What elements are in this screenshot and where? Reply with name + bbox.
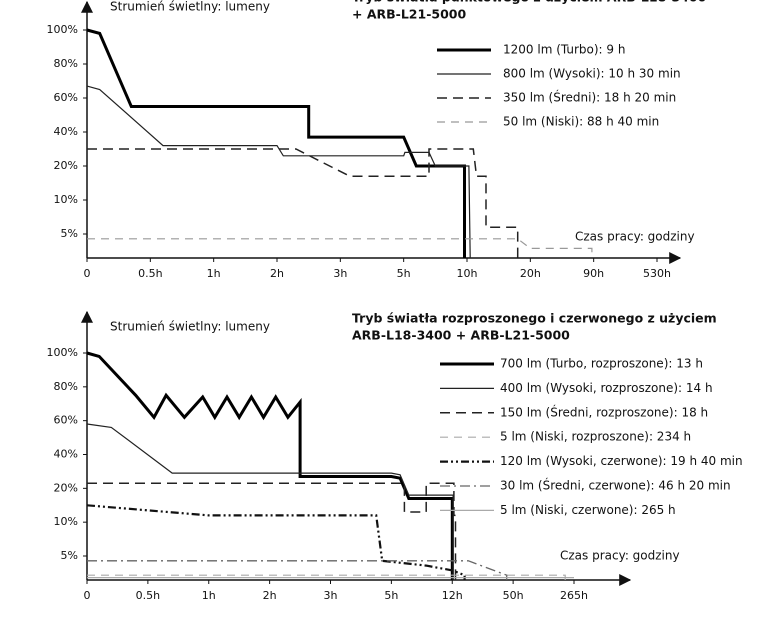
legend-label: 5 lm (Niski, rozproszone): 234 h	[500, 430, 691, 444]
x-tick-label: 5h	[397, 267, 411, 280]
legend-label: 5 lm (Niski, czerwone): 265 h	[500, 503, 676, 517]
x-tick-label: 530h	[643, 267, 671, 280]
y-tick-label: 80%	[54, 57, 78, 70]
series-line	[86, 85, 471, 259]
chart-title: ARB-L18-3400 + ARB-L21-5000	[352, 328, 570, 343]
y-tick-label: 20%	[54, 481, 78, 494]
x-tick-label: 2h	[270, 267, 284, 280]
x-tick-label: 50h	[503, 589, 524, 602]
x-tick-label: 0	[84, 267, 91, 280]
x-tick-label: 265h	[560, 589, 588, 602]
y-tick-label: 100%	[47, 346, 78, 359]
legend-label: 400 lm (Wysoki, rozproszone): 14 h	[500, 381, 713, 395]
y-tick-label: 80%	[54, 380, 78, 393]
chart-title: Tryb światła rozproszonego i czerwonego …	[352, 311, 717, 326]
x-axis-label: Czas pracy: godziny	[575, 230, 695, 244]
series-line	[86, 423, 454, 580]
legend-label: 350 lm (Średni): 18 h 20 min	[503, 90, 676, 105]
y-tick-label: 5%	[61, 549, 78, 562]
legend-label: 120 lm (Wysoki, czerwone): 19 h 40 min	[500, 454, 743, 468]
x-tick-label: 10h	[457, 267, 478, 280]
legend-label: 700 lm (Turbo, rozproszone): 13 h	[500, 357, 703, 371]
series-line	[87, 574, 566, 580]
x-tick-label: 3h	[324, 589, 338, 602]
series-line	[86, 504, 466, 580]
legend-label: 30 lm (Średni, czerwone): 46 h 20 min	[500, 478, 731, 493]
y-axis-label: Strumień świetlny: lumeny	[110, 320, 270, 334]
x-axis-label: Czas pracy: godziny	[560, 549, 680, 563]
x-tick-label: 2h	[263, 589, 277, 602]
legend-label: 800 lm (Wysoki): 10 h 30 min	[503, 67, 681, 81]
legend-label: 50 lm (Niski): 88 h 40 min	[503, 115, 659, 129]
y-tick-label: 10%	[54, 515, 78, 528]
y-tick-label: 5%	[61, 227, 78, 240]
series-line	[86, 351, 454, 580]
x-tick-label: 5h	[384, 589, 398, 602]
x-tick-label: 12h	[442, 589, 463, 602]
x-tick-label: 3h	[333, 267, 347, 280]
y-tick-label: 60%	[54, 414, 78, 427]
x-tick-label: 0.5h	[138, 267, 162, 280]
y-tick-label: 60%	[54, 91, 78, 104]
y-tick-label: 40%	[54, 125, 78, 138]
y-axis-label: Strumień świetlny: lumeny	[110, 0, 270, 14]
x-tick-label: 1h	[207, 267, 221, 280]
y-tick-label: 20%	[54, 159, 78, 172]
y-tick-label: 100%	[47, 23, 78, 36]
chart-title: Tryb światła punktowego z użyciem ARB-L1…	[352, 0, 707, 5]
chart-title: + ARB-L21-5000	[352, 7, 466, 22]
series-line	[86, 28, 466, 258]
series-line	[87, 482, 457, 580]
series-line	[87, 148, 519, 258]
series-line	[87, 238, 593, 258]
x-tick-label: 1h	[202, 589, 216, 602]
y-tick-label: 10%	[54, 193, 78, 206]
legend-label: 1200 lm (Turbo): 9 h	[503, 43, 625, 57]
x-tick-label: 90h	[583, 267, 604, 280]
legend-label: 150 lm (Średni, rozproszone): 18 h	[500, 404, 708, 419]
x-tick-label: 20h	[520, 267, 541, 280]
x-tick-label: 0.5h	[136, 589, 160, 602]
y-tick-label: 40%	[54, 448, 78, 461]
x-tick-label: 0	[84, 589, 91, 602]
